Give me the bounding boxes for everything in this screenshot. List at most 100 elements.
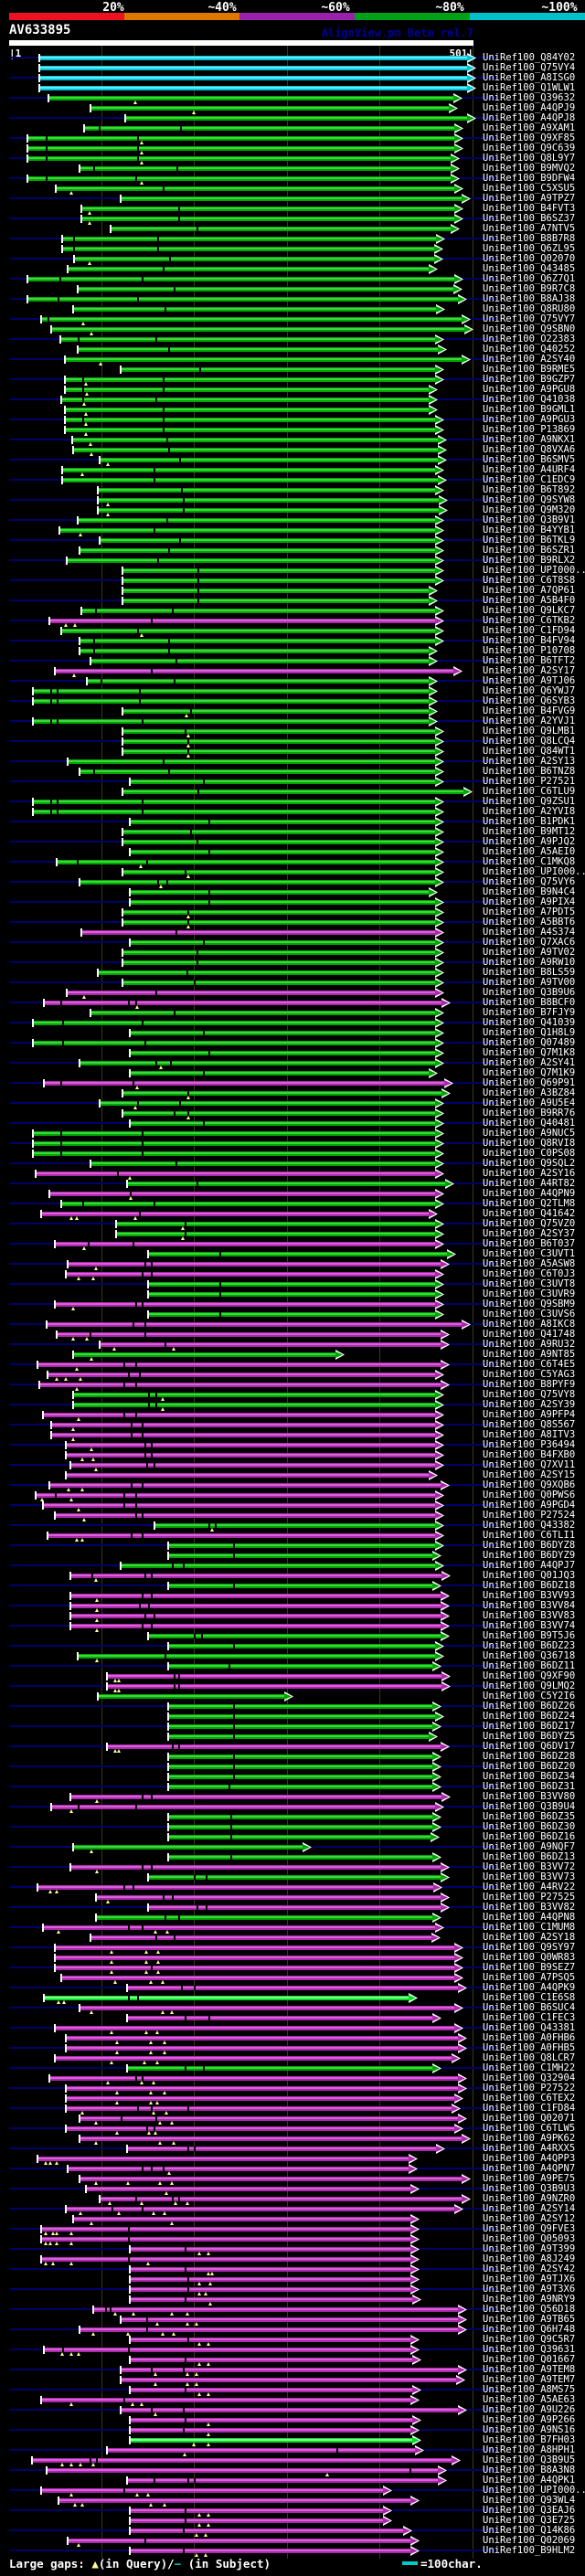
hit-label[interactable]: UniRef100_A4QPJ7	[483, 1559, 576, 1571]
hit-bar[interactable]	[91, 106, 450, 111]
hit-bar[interactable]	[80, 2177, 463, 2181]
hit-bar[interactable]	[117, 1222, 436, 1226]
hit-label[interactable]: UniRef100_A9T3X6	[483, 2283, 576, 2295]
hit-label[interactable]: UniRef100_C1MH22	[483, 2062, 576, 2073]
hit-label[interactable]: UniRef100_P27521	[483, 775, 576, 787]
hit-bar[interactable]	[56, 1513, 436, 1518]
hit-bar[interactable]	[28, 277, 455, 281]
hit-label[interactable]: UniRef100_Q36718	[483, 1649, 576, 1661]
hit-label[interactable]: UniRef100_Q3B9U3	[483, 2182, 576, 2194]
hit-bar[interactable]	[91, 1935, 432, 1940]
hit-label[interactable]: UniRef100_A2SY13	[483, 755, 576, 767]
hit-bar[interactable]	[169, 1664, 433, 1669]
hit-bar[interactable]	[74, 307, 437, 312]
hit-label[interactable]: UniRef100_B8B7R8	[483, 232, 576, 244]
hit-bar[interactable]	[34, 689, 430, 694]
hit-label[interactable]: UniRef100_Q43381	[483, 2021, 576, 2033]
hit-label[interactable]: UniRef100_A9RU32	[483, 1338, 576, 1350]
hit-label[interactable]: UniRef100_Q3B9V1	[483, 514, 576, 525]
hit-bar[interactable]	[56, 2026, 455, 2030]
hit-label[interactable]: UniRef100_C6T4E5	[483, 1358, 576, 1370]
hit-label[interactable]: UniRef100_B6DZ30	[483, 1820, 576, 1832]
hit-bar[interactable]	[108, 1684, 442, 1689]
hit-label[interactable]: UniRef100_A9U226	[483, 2403, 576, 2415]
hit-bar[interactable]	[122, 1564, 436, 1568]
hit-label[interactable]: UniRef100_B9RLX2	[483, 554, 576, 566]
hit-label[interactable]: UniRef100_Q75VZ0	[483, 1217, 576, 1229]
hit-bar[interactable]	[69, 2167, 410, 2171]
hit-bar[interactable]	[149, 1282, 436, 1287]
hit-label[interactable]: UniRef100_Q0WR83	[483, 1951, 576, 1963]
hit-bar[interactable]	[101, 538, 436, 543]
hit-label[interactable]: UniRef100_C3UVT8	[483, 1277, 576, 1289]
hit-bar[interactable]	[80, 2006, 455, 2010]
hit-bar[interactable]	[67, 2096, 455, 2101]
hit-label[interactable]: UniRef100_Q2TLM8	[483, 1197, 576, 1209]
hit-bar[interactable]	[97, 1915, 433, 1920]
hit-label[interactable]: UniRef100_A9NUC5	[483, 1127, 576, 1139]
hit-label[interactable]: UniRef100_A4QPP3	[483, 2152, 576, 2164]
hit-bar[interactable]	[34, 719, 430, 724]
hit-label[interactable]: UniRef100_B6DYZ5	[483, 1730, 576, 1742]
hit-label[interactable]: UniRef100_A3BZ84	[483, 1087, 576, 1098]
hit-label[interactable]: UniRef100_UPI000..	[483, 865, 585, 877]
hit-label[interactable]: UniRef100_B6DZ24	[483, 1710, 576, 1722]
hit-label[interactable]: UniRef100_Q3B9U5	[483, 2454, 576, 2465]
hit-label[interactable]: UniRef100_B4FVT3	[483, 202, 576, 214]
hit-bar[interactable]	[128, 2478, 439, 2483]
hit-bar[interactable]	[131, 1051, 436, 1055]
hit-bar[interactable]	[131, 820, 436, 824]
hit-label[interactable]: UniRef100_Q41038	[483, 393, 576, 405]
hit-bar[interactable]	[122, 367, 436, 372]
hit-bar[interactable]	[75, 257, 435, 261]
hit-bar[interactable]	[71, 1614, 441, 1618]
hit-label[interactable]: UniRef100_B8A3N8	[483, 2464, 576, 2475]
hit-bar[interactable]	[131, 2267, 411, 2272]
hit-label[interactable]: UniRef100_C6TLW5	[483, 2122, 576, 2134]
hit-bar[interactable]	[108, 1744, 441, 1749]
hit-bar[interactable]	[67, 1473, 430, 1478]
hit-label[interactable]: UniRef100_B6T037	[483, 1237, 576, 1249]
hit-label[interactable]: UniRef100_Q9LKC7	[483, 604, 576, 616]
hit-label[interactable]: UniRef100_A9TEM8	[483, 2363, 576, 2375]
hit-bar[interactable]	[80, 1061, 436, 1065]
hit-label[interactable]: UniRef100_B9T5J6	[483, 1629, 576, 1641]
hit-label[interactable]: UniRef100_Q9XF90	[483, 1670, 576, 1681]
hit-bar[interactable]	[73, 438, 439, 442]
hit-bar[interactable]	[169, 1584, 433, 1588]
hit-label[interactable]: UniRef100_C1FEC3	[483, 2011, 576, 2023]
hit-label[interactable]: UniRef100_A9NT85	[483, 1348, 576, 1360]
hit-label[interactable]: UniRef100_A9PE75	[483, 2172, 576, 2184]
hit-bar[interactable]	[74, 1403, 436, 1407]
hit-label[interactable]: UniRef100_B6DZ18	[483, 1579, 576, 1591]
hit-bar[interactable]	[131, 779, 436, 784]
hit-label[interactable]: UniRef100_Q8VXA6	[483, 443, 576, 455]
hit-label[interactable]: UniRef100_B7FH03	[483, 2433, 576, 2445]
hit-label[interactable]: UniRef100_A4QPN7	[483, 2162, 576, 2174]
hit-bar[interactable]	[34, 1131, 436, 1136]
hit-label[interactable]: UniRef100_B4FV94	[483, 634, 576, 646]
hit-bar[interactable]	[48, 2468, 439, 2473]
hit-label[interactable]: UniRef100_Q3EAJ6	[483, 2504, 576, 2516]
hit-bar[interactable]	[79, 518, 436, 523]
hit-bar[interactable]	[52, 1805, 436, 1809]
hit-label[interactable]: UniRef100_A9TJ06	[483, 674, 576, 686]
hit-bar[interactable]	[101, 458, 439, 462]
hit-label[interactable]: UniRef100_Q9SYW8	[483, 493, 576, 505]
hit-bar[interactable]	[42, 2227, 411, 2231]
hit-label[interactable]: UniRef100_B6DZ23	[483, 1639, 576, 1651]
hit-label[interactable]: UniRef100_Q75VY7	[483, 313, 576, 324]
hit-bar[interactable]	[67, 2207, 455, 2211]
hit-label[interactable]: UniRef100_A5ASW8	[483, 1257, 576, 1269]
hit-label[interactable]: UniRef100_A2SY12	[483, 2212, 576, 2224]
hit-label[interactable]: UniRef100_B6DYZ8	[483, 1539, 576, 1551]
hit-label[interactable]: UniRef100_A9RW10	[483, 956, 576, 968]
hit-bar[interactable]	[82, 930, 436, 935]
hit-label[interactable]: UniRef100_Q39631	[483, 2343, 576, 2355]
hit-label[interactable]: UniRef100_A4QPN9	[483, 1187, 576, 1199]
hit-bar[interactable]	[101, 1101, 436, 1106]
hit-label[interactable]: UniRef100_Q8LCQ4	[483, 735, 576, 747]
hit-bar[interactable]	[66, 418, 436, 422]
hit-label[interactable]: UniRef100_B4YYB1	[483, 524, 576, 535]
hit-label[interactable]: UniRef100_C1E6S8	[483, 1991, 576, 2003]
